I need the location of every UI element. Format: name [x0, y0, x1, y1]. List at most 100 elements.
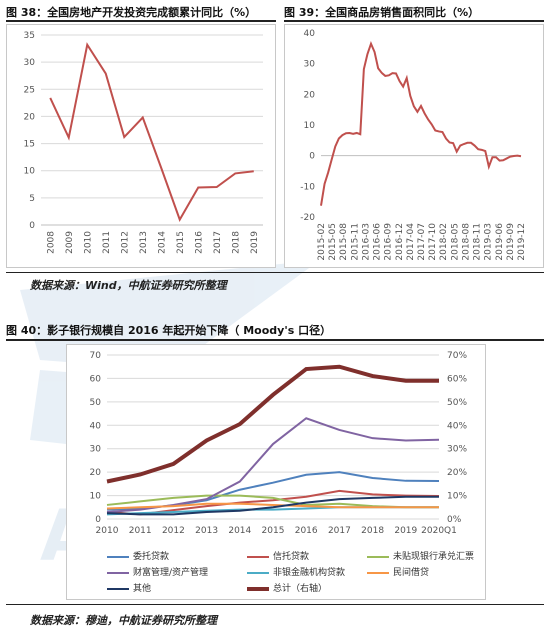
fig38-xtick-label: 2017: [213, 231, 223, 254]
fig39-ytick-label: 20: [304, 90, 316, 100]
fig39-panel: -20 -10 0 10 20 30 40 2015-02 2015-05 2015-08 2015…: [284, 24, 544, 268]
fig40-legend-label: 非银金融机构贷款: [273, 568, 346, 578]
fig39-xtick-label: 2018-05: [450, 223, 460, 261]
source1-text: 数据来源：Wind，中航证券研究所整理: [30, 279, 227, 292]
fig40-xtick-label: 2014: [228, 526, 251, 536]
fig39-xtick-label: 2019-09: [506, 223, 516, 261]
fig40-panel: 0 10 20 30 40 50 60 70 0% 10% 20% 30% 40% 50% 60% 70% 20…: [66, 344, 486, 600]
fig40-series-line: [106, 502, 439, 510]
fig39-xtick-label: 2017-04: [406, 223, 416, 261]
fig40-y2tick-label: 0%: [447, 515, 462, 525]
fig38-xtick-label: 2008: [46, 231, 56, 254]
fig40-legend-swatch: [107, 587, 129, 590]
fig39-xtick-label: 2015-02: [317, 223, 327, 261]
fig40-legend-swatch: [247, 555, 269, 558]
fig38-ytick-label: 0: [29, 221, 35, 231]
fig40-xtick-label: 2015: [262, 526, 285, 536]
fig40-xtick-label: 2017: [328, 526, 351, 536]
fig38-chart: 0 5 10 15 20 25 30 35 2008 2009 2010 2011 2012 2013 20…: [24, 31, 263, 254]
fig40-ytick-label: 10: [90, 492, 102, 502]
fig40-legend-item: 委托贷款: [107, 549, 169, 562]
fig38-ytick-label: 35: [24, 31, 35, 41]
fig40-legend-swatch: [107, 571, 129, 574]
fig39-ytick-label: -20: [300, 213, 315, 223]
fig39-series-line: [320, 40, 522, 206]
fig39-xtick-label: 2016-06: [373, 223, 383, 261]
fig39-ytick-label: 30: [304, 60, 316, 70]
fig40-legend-label: 未贴现银行承兑汇票: [393, 552, 475, 562]
fig39-xtick-label: 2015-11: [350, 223, 360, 261]
fig39-xtick-label: 2017-10: [428, 223, 438, 261]
fig40-legend-label: 财富管理/资产管理: [133, 568, 209, 578]
fig40-ytick-label: 70: [90, 351, 102, 361]
fig38-ytick-label: 10: [24, 167, 36, 177]
fig39-xtick-label: 2019-03: [484, 223, 494, 261]
fig40-y2tick-label: 50%: [447, 398, 467, 408]
fig38-title-rule: [6, 20, 276, 22]
fig40-legend-swatch: [367, 555, 389, 558]
fig40-title: 图 40：影子银行规模自 2016 年起开始下降（ Moody's 口径）: [6, 324, 332, 337]
fig40-y2tick-label: 40%: [447, 421, 467, 431]
fig40-y2tick-label: 20%: [447, 468, 467, 478]
fig40-series-line: [106, 495, 439, 516]
fig40-xtick-label: 2012: [162, 526, 185, 536]
fig40-series-line: [106, 364, 439, 484]
fig40-legend-item: 信托贷款: [247, 549, 309, 562]
fig38-xtick-label: 2010: [83, 231, 93, 254]
fig38-xtick-label: 2018: [231, 231, 241, 254]
fig40-chart: 0 10 20 30 40 50 60 70 0% 10% 20% 30% 40% 50% 60% 70% 20…: [90, 351, 468, 536]
fig39-ytick-label: -10: [300, 182, 315, 192]
fig40-legend-item: 非银金融机构贷款: [247, 565, 345, 578]
fig40-legend-label: 委托贷款: [133, 552, 170, 562]
fig40-xtick-label: 2018: [361, 526, 384, 536]
fig40-ytick-label: 60: [90, 374, 102, 384]
fig40-legend-item: 其他: [107, 581, 151, 594]
fig40-legend-item: 未贴现银行承兑汇票: [367, 549, 474, 562]
fig39-title-rule: [284, 20, 544, 22]
fig40-series-line: [106, 489, 440, 516]
fig38-xtick-label: 2011: [102, 231, 112, 254]
fig39-xtick-label: 2016-12: [395, 223, 405, 261]
fig38-xtick-label: 2015: [176, 231, 186, 254]
fig39-ytick-label: 40: [304, 29, 316, 39]
fig38-ytick-label: 5: [29, 194, 35, 204]
source1-rule: [6, 272, 544, 273]
fig38-ytick-label: 25: [24, 85, 35, 95]
fig38-xtick-label: 2013: [139, 231, 149, 254]
fig39-xtick-label: 2017-07: [417, 223, 427, 261]
fig40-xtick-label: 2010: [96, 526, 119, 536]
fig40-ytick-label: 30: [90, 445, 102, 455]
fig39-chart: -20 -10 0 10 20 30 40 2015-02 2015-05 2015-08 2015…: [300, 29, 527, 261]
fig40-legend-swatch: [247, 571, 269, 574]
fig40-legend-label: 其他: [133, 584, 152, 594]
fig39-xtick-label: 2018-11: [473, 223, 483, 261]
fig40-y2tick-label: 70%: [447, 351, 467, 361]
source2-text: 数据来源：穆迪，中航证券研究所整理: [30, 614, 217, 627]
fig40-xtick-label: 2020Q1: [421, 526, 457, 536]
fig40-legend-label: 民间借贷: [393, 568, 430, 578]
fig38-ytick-label: 15: [24, 140, 35, 150]
fig40-legend-item: 财富管理/资产管理: [107, 565, 208, 578]
fig40-ytick-label: 50: [90, 398, 102, 408]
fig39-xtick-label: 2019-12: [517, 223, 527, 261]
fig39-xtick-label: 2019-06: [495, 223, 505, 261]
fig38-ytick-label: 20: [24, 112, 36, 122]
fig39-xtick-label: 2018-08: [461, 223, 471, 261]
fig38-panel: 0 5 10 15 20 25 30 35 2008 2009 2010 2011 2012 2013 20…: [6, 24, 276, 268]
fig39-xtick-label: 2015-08: [339, 223, 349, 261]
source2-rule: [6, 604, 544, 605]
fig40-legend-item: 总计（右轴）: [247, 581, 327, 594]
fig38-title: 图 38：全国房地产开发投资完成额累计同比（%）: [6, 6, 257, 19]
fig40-y2tick-label: 10%: [447, 492, 467, 502]
fig38-series-line: [49, 42, 254, 222]
fig38-ytick-label: 30: [24, 58, 36, 68]
fig40-xtick-label: 2016: [295, 526, 318, 536]
fig40-xtick-label: 2013: [195, 526, 218, 536]
fig40-ytick-label: 20: [90, 468, 102, 478]
fig40-legend-swatch: [247, 586, 269, 591]
fig40-legend-label: 信托贷款: [273, 552, 310, 562]
fig38-xtick-label: 2019: [250, 231, 260, 254]
fig39-xtick-label: 2016-03: [361, 223, 371, 261]
fig38-xtick-label: 2016: [194, 231, 204, 254]
fig40-legend-item: 民间借贷: [367, 565, 429, 578]
